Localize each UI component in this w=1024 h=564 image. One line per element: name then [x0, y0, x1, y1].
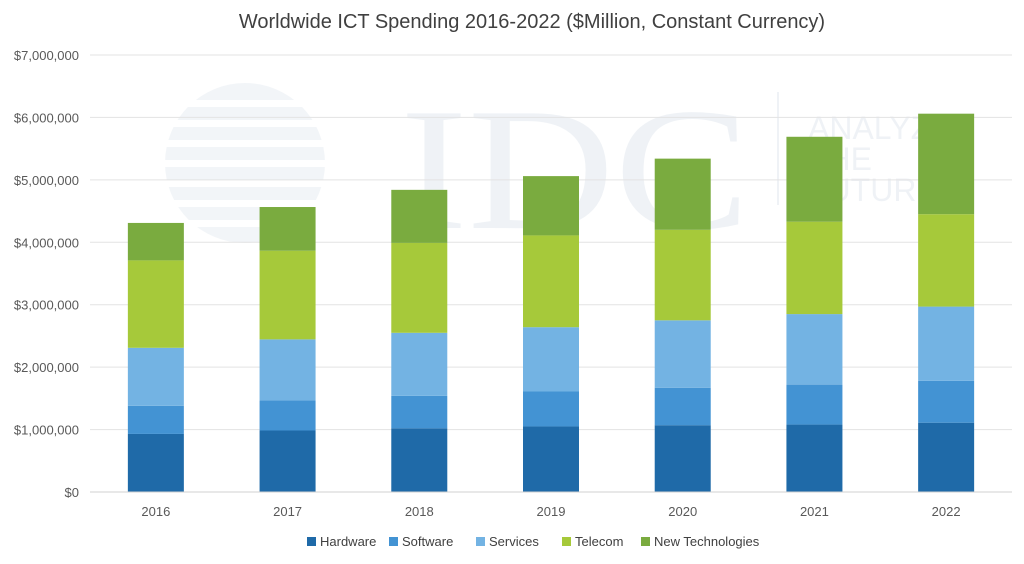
- bar-segment-telecom: [523, 235, 579, 328]
- x-tick-label: 2020: [668, 504, 697, 519]
- legend-label: Software: [402, 534, 453, 549]
- bar-segment-hardware: [391, 428, 448, 492]
- bar-segment-new-technologies: [127, 222, 184, 261]
- legend-swatch: [389, 537, 398, 546]
- x-tick-label: 2016: [141, 504, 170, 519]
- bar-segment-services: [918, 306, 975, 381]
- x-axis-ticks: 2016 2017 2018 2019 2020 2021 2022: [141, 504, 960, 519]
- bar-segment-software: [786, 384, 843, 425]
- bar-segment-new-technologies: [918, 113, 975, 215]
- legend-item-telecom: Telecom: [562, 534, 623, 549]
- legend-swatch: [476, 537, 485, 546]
- bar-stack-2017: [259, 207, 316, 492]
- bar-segment-telecom: [654, 229, 711, 321]
- bar-segment-hardware: [918, 422, 975, 492]
- y-tick-label: $4,000,000: [14, 235, 79, 250]
- bar-segment-new-technologies: [654, 158, 711, 230]
- y-tick-label: $1,000,000: [14, 423, 79, 438]
- legend-item-new-technologies: New Technologies: [641, 534, 760, 549]
- bar-stack-2018: [391, 189, 448, 492]
- legend-label: Telecom: [575, 534, 623, 549]
- y-tick-label: $2,000,000: [14, 360, 79, 375]
- legend: Hardware Software Services Telecom New Techn…: [307, 534, 760, 549]
- x-tick-label: 2018: [405, 504, 434, 519]
- legend-item-services: Services: [476, 534, 539, 549]
- bar-segment-services: [259, 339, 316, 401]
- bar-segment-telecom: [786, 221, 843, 315]
- bar-segment-new-technologies: [786, 136, 843, 222]
- bar-segment-services: [786, 314, 843, 385]
- bar-segment-software: [391, 395, 448, 429]
- legend-item-software: Software: [389, 534, 453, 549]
- bar-stack-2019: [523, 176, 579, 492]
- legend-label: New Technologies: [654, 534, 760, 549]
- legend-swatch: [562, 537, 571, 546]
- legend-label: Hardware: [320, 534, 376, 549]
- bar-segment-hardware: [127, 433, 184, 492]
- bars: [127, 113, 975, 492]
- bar-segment-software: [127, 405, 184, 434]
- chart-title: Worldwide ICT Spending 2016-2022 ($Milli…: [239, 11, 825, 33]
- bar-segment-new-technologies: [391, 189, 448, 243]
- bar-segment-new-technologies: [259, 207, 316, 251]
- x-tick-label: 2021: [800, 504, 829, 519]
- bar-segment-hardware: [523, 426, 579, 492]
- bar-segment-new-technologies: [523, 176, 579, 236]
- bar-segment-software: [523, 391, 579, 427]
- legend-swatch: [641, 537, 650, 546]
- bar-segment-telecom: [259, 250, 316, 340]
- bar-stack-2021: [786, 136, 843, 492]
- bar-segment-software: [259, 400, 316, 431]
- bar-segment-telecom: [918, 214, 975, 307]
- bar-segment-services: [654, 320, 711, 388]
- y-tick-label: $5,000,000: [14, 173, 79, 188]
- y-tick-label: $6,000,000: [14, 110, 79, 125]
- bar-segment-services: [523, 327, 579, 392]
- x-tick-label: 2019: [537, 504, 566, 519]
- legend-item-hardware: Hardware: [307, 534, 376, 549]
- y-tick-label: $0: [65, 485, 79, 500]
- bar-stack-2022: [918, 113, 975, 492]
- x-tick-label: 2022: [932, 504, 961, 519]
- bar-segment-hardware: [786, 424, 843, 492]
- bar-segment-software: [654, 387, 711, 426]
- bar-segment-telecom: [127, 260, 184, 348]
- x-tick-label: 2017: [273, 504, 302, 519]
- legend-label: Services: [489, 534, 539, 549]
- y-tick-label: $3,000,000: [14, 298, 79, 313]
- y-axis-ticks: $0 $1,000,000 $2,000,000 $3,000,000 $4,000,0…: [14, 48, 79, 500]
- idc-globe-logo: [115, 83, 360, 243]
- bar-stack-2016: [127, 222, 184, 492]
- y-tick-label: $7,000,000: [14, 48, 79, 63]
- bar-segment-hardware: [654, 425, 711, 492]
- bar-segment-software: [918, 380, 975, 423]
- bar-segment-hardware: [259, 430, 316, 492]
- bar-segment-services: [127, 347, 184, 406]
- bar-segment-services: [391, 332, 448, 396]
- legend-swatch: [307, 537, 316, 546]
- bar-segment-telecom: [391, 242, 448, 333]
- bar-stack-2020: [654, 158, 711, 492]
